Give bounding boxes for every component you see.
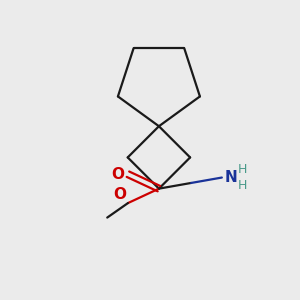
Text: N: N	[224, 170, 237, 185]
Text: O: O	[113, 187, 127, 202]
Text: H: H	[237, 163, 247, 176]
Text: O: O	[111, 167, 124, 182]
Text: H: H	[237, 179, 247, 192]
